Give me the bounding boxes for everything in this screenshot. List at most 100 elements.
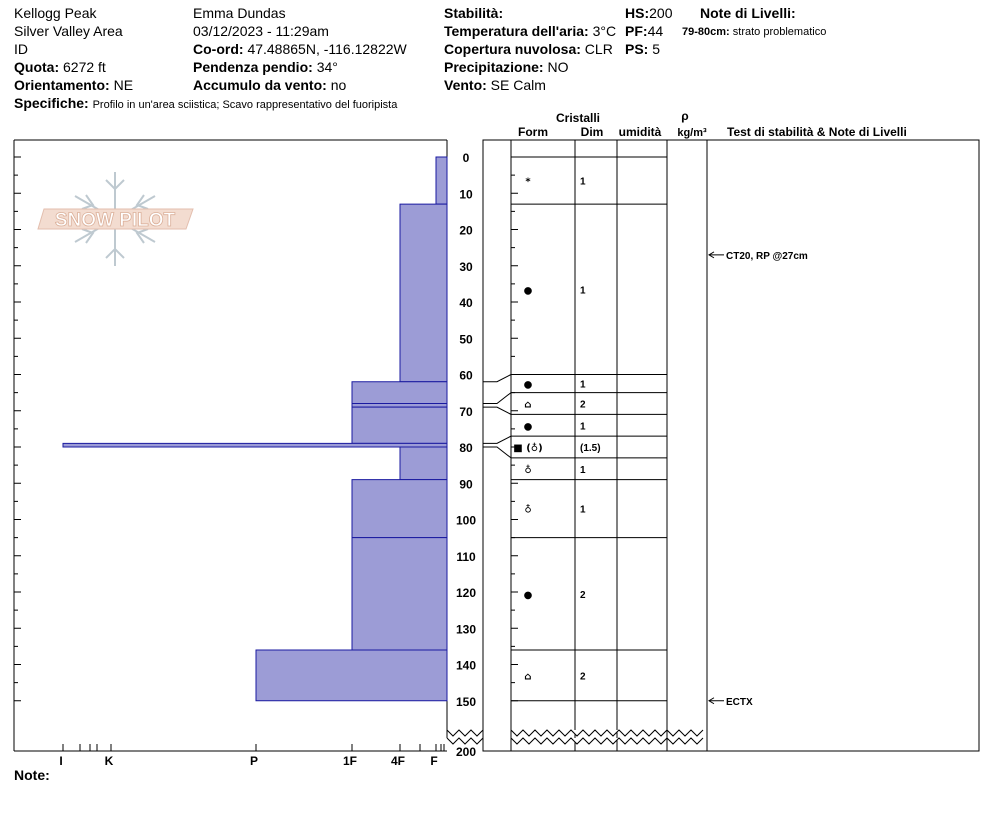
- grain-size: (1.5): [580, 443, 601, 454]
- size-header: Dim: [581, 125, 604, 139]
- specifics-value: Profilo in un'area sciistica; Scavo rapp…: [92, 99, 398, 111]
- elevation-label: Quota:: [14, 59, 60, 75]
- hardness-bar: [255, 649, 448, 702]
- logo-text: SNOW PILOT: [55, 210, 176, 231]
- aspect-value: NE: [113, 77, 134, 93]
- slope-label: Pendenza pendio:: [193, 59, 313, 75]
- break-mark: [510, 737, 704, 745]
- depth-tick-label: 130: [456, 622, 476, 636]
- depth-tick-label: 80: [459, 441, 473, 455]
- elevation-value: 6272 ft: [63, 59, 106, 75]
- area: Silver Valley Area: [14, 23, 123, 39]
- break-mark: [446, 729, 484, 737]
- air-temp-value: 3°C: [592, 23, 617, 39]
- moisture-header: umidità: [619, 125, 662, 139]
- hardness-label: I: [59, 754, 62, 768]
- observer: Emma Dundas: [193, 5, 286, 21]
- grain-form: ■ (♁): [513, 442, 542, 454]
- test-arrowhead: [708, 251, 715, 259]
- grain-form: ●: [524, 285, 533, 296]
- depth-tick-label: 150: [456, 695, 476, 709]
- depth-tick-label: 200: [456, 745, 476, 759]
- wind-loading-label: Accumulo da vento:: [193, 77, 327, 93]
- coord-value: 47.48865N, -116.12822W: [247, 41, 407, 57]
- layer-notes-label: Note di Livelli:: [700, 5, 796, 21]
- hardness-label: K: [105, 754, 114, 768]
- rho-header: ρ: [681, 109, 688, 123]
- grain-size: 1: [580, 505, 586, 516]
- layer-connector: [483, 435, 512, 444]
- cloud-label: Copertura nuvolosa:: [444, 41, 581, 57]
- precipitation: Precipitazione: NO: [444, 59, 568, 75]
- stability-label: Stabilità:: [444, 5, 504, 21]
- depth-tick-label: 50: [459, 332, 473, 346]
- pf-label: PF:: [625, 23, 648, 39]
- state: ID: [14, 41, 28, 57]
- wind-loading: Accumulo da vento: no: [193, 77, 346, 93]
- slope-value: 34°: [316, 59, 338, 75]
- ps-value: 5: [652, 41, 661, 57]
- layer-connector: [483, 392, 512, 404]
- hardness-labels: I K P 1F 4F F: [59, 754, 437, 768]
- hardness-bar: [351, 381, 448, 404]
- hardness-label: 4F: [391, 754, 405, 768]
- coordinates: Co-ord: 47.48865N, -116.12822W: [193, 41, 407, 57]
- notes-label: Note:: [14, 767, 50, 783]
- precip-value: NO: [547, 59, 569, 75]
- test-arrowhead: [708, 697, 715, 705]
- aspect-label: Orientamento:: [14, 77, 110, 93]
- grain-form: ●: [524, 380, 533, 391]
- grain-form: ♁: [524, 504, 531, 516]
- depth-tick-label: 120: [456, 586, 476, 600]
- grain-size: 1: [580, 465, 586, 476]
- grain-form: ♁: [524, 464, 531, 476]
- layer-note-depth: 79-80cm:: [682, 26, 730, 38]
- layer-note-text: strato problematico: [732, 26, 827, 38]
- crystals-header: Cristalli: [556, 111, 600, 125]
- pf: PF:44: [625, 23, 663, 39]
- depth-tick-label: 70: [459, 405, 473, 419]
- hardness-bar: [351, 479, 448, 539]
- test-label: ECTX: [726, 697, 753, 708]
- depth-tick-label: 140: [456, 659, 476, 673]
- density-unit-header: kg/m³: [677, 127, 707, 139]
- precip-label: Precipitazione:: [444, 59, 544, 75]
- hardness-bar: [399, 446, 448, 481]
- depth-tick-label: 30: [459, 260, 473, 274]
- hardness-bars: [62, 156, 448, 702]
- wind: Vento: SE Calm: [444, 77, 546, 93]
- grain-size: 2: [580, 400, 586, 411]
- grain-form: ⌂: [524, 671, 531, 682]
- grain-size: 1: [580, 421, 586, 432]
- depth-labels: 0 10 20 30 40 50 60 70 80 90 100 110 120 130 140 150 200: [456, 151, 476, 759]
- air-temp: Temperatura dell'aria: 3°C: [444, 23, 616, 39]
- grain-size: 2: [580, 590, 586, 601]
- stability-tests: CT20, RP @27cm ECTX: [708, 251, 808, 708]
- hardness-ticks: [62, 744, 445, 751]
- datetime: 03/12/2023 - 11:29am: [193, 23, 329, 39]
- depth-tick-label: 0: [463, 151, 470, 165]
- depth-break-marks: [446, 729, 704, 745]
- cloud-cover: Copertura nuvolosa: CLR: [444, 41, 613, 57]
- break-mark: [510, 729, 704, 737]
- grain-form: ●: [524, 590, 533, 601]
- depth-tick-label: 20: [459, 224, 473, 238]
- hardness-bar: [351, 537, 448, 651]
- layer-connector: [483, 374, 512, 383]
- wind-value: SE Calm: [490, 77, 546, 93]
- grain-form: *: [525, 177, 531, 188]
- hardness-label: P: [250, 754, 258, 768]
- layer-note: 79-80cm: strato problematico: [682, 24, 826, 40]
- hs-value: 200: [649, 5, 673, 21]
- table-depth-ticks: [511, 156, 518, 702]
- left-depth-ticks: [14, 156, 21, 702]
- hardness-bar: [399, 203, 448, 383]
- grain-size: 1: [580, 380, 586, 391]
- layers-table-frame: [482, 139, 980, 752]
- form-header: Form: [518, 125, 548, 139]
- grain-form: ●: [524, 421, 533, 432]
- grain-form: ⌂: [524, 400, 531, 411]
- logo-banner: [37, 208, 194, 230]
- depth-tick-label: 110: [456, 550, 476, 564]
